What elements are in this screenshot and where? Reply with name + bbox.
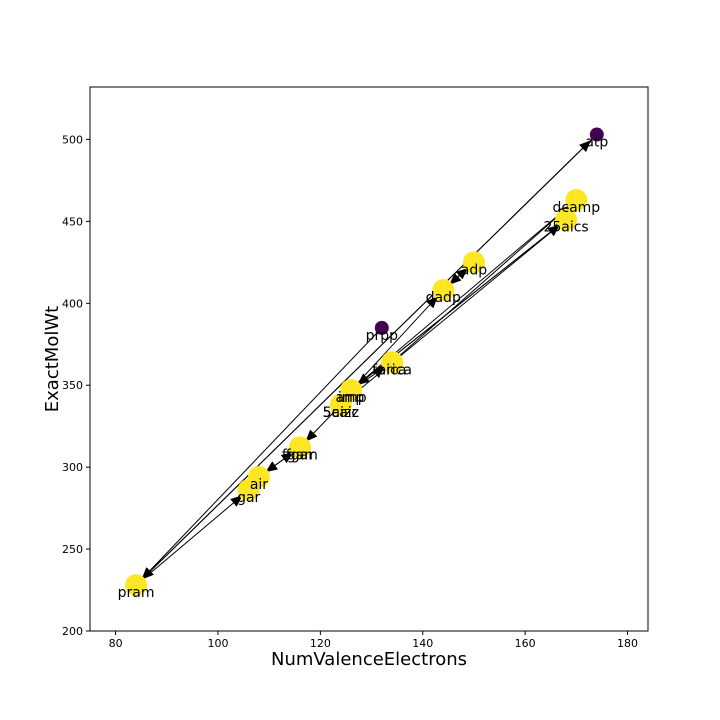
point-label-pram: pram <box>118 585 155 601</box>
data-point-atp <box>589 127 604 142</box>
edges-layer <box>135 134 598 586</box>
point-label-5caiz: 5caiz <box>323 405 359 421</box>
y-ticks: 200 250 300 350 400 450 500 <box>62 133 90 638</box>
edge-arrow <box>141 327 383 580</box>
data-point-pram <box>125 574 148 597</box>
data-point-dadp <box>432 279 455 302</box>
edge-arrow <box>350 296 438 391</box>
point-label-amp: amp <box>336 390 367 406</box>
point-label-25aics: 25aics <box>543 220 588 236</box>
points-layer <box>125 127 604 597</box>
x-tick-label: 100 <box>207 637 228 650</box>
point-label-gar: gar <box>237 490 260 506</box>
y-tick-label: 300 <box>62 461 83 474</box>
edge-arrow <box>391 205 571 363</box>
edge-arrow <box>135 140 592 586</box>
point-label-atp: atp <box>585 135 608 151</box>
data-point-dcamp <box>565 189 588 212</box>
point-label-air: air <box>250 477 268 493</box>
y-tick-label: 400 <box>62 297 83 310</box>
data-point-air <box>247 465 270 488</box>
x-axis-label: NumValenceElectrons <box>271 649 467 670</box>
point-label-dcamp: dcamp <box>552 200 600 216</box>
y-axis-label: ExactMolWt <box>42 306 63 412</box>
data-point-fgar <box>288 436 311 459</box>
x-tick-label: 160 <box>515 637 536 650</box>
y-tick-label: 350 <box>62 379 83 392</box>
data-point-prpp <box>374 320 389 335</box>
point-label-fgar: fgar <box>286 447 314 463</box>
x-ticks: 80 100 120 140 160 180 <box>109 631 638 650</box>
edge-arrow <box>135 495 243 586</box>
data-point-fprica <box>381 351 404 374</box>
point-label-fgam: fgam <box>282 447 318 463</box>
point-label-aica: aica <box>378 362 407 378</box>
y-tick-label: 200 <box>62 625 83 638</box>
x-tick-label: 120 <box>310 637 331 650</box>
data-point-25aics <box>555 208 578 231</box>
plot-frame <box>89 86 649 632</box>
point-label-adp: adp <box>461 262 487 278</box>
point-label-imp: imp <box>338 390 365 406</box>
point-label-5aizc: 5aizc <box>323 405 359 421</box>
y-tick-label: 450 <box>62 215 83 228</box>
x-tick-label: 180 <box>617 637 638 650</box>
point-label-dadp: dadp <box>426 290 461 306</box>
x-tick-label: 80 <box>109 637 123 650</box>
point-label-prpp: prpp <box>366 328 399 344</box>
y-tick-label: 500 <box>62 133 83 146</box>
x-tick-label: 140 <box>412 637 433 650</box>
data-point-adp <box>462 251 485 274</box>
point-label-fprica: fprica <box>372 362 412 378</box>
data-point-amp <box>340 379 363 402</box>
y-tick-label: 250 <box>62 543 83 556</box>
